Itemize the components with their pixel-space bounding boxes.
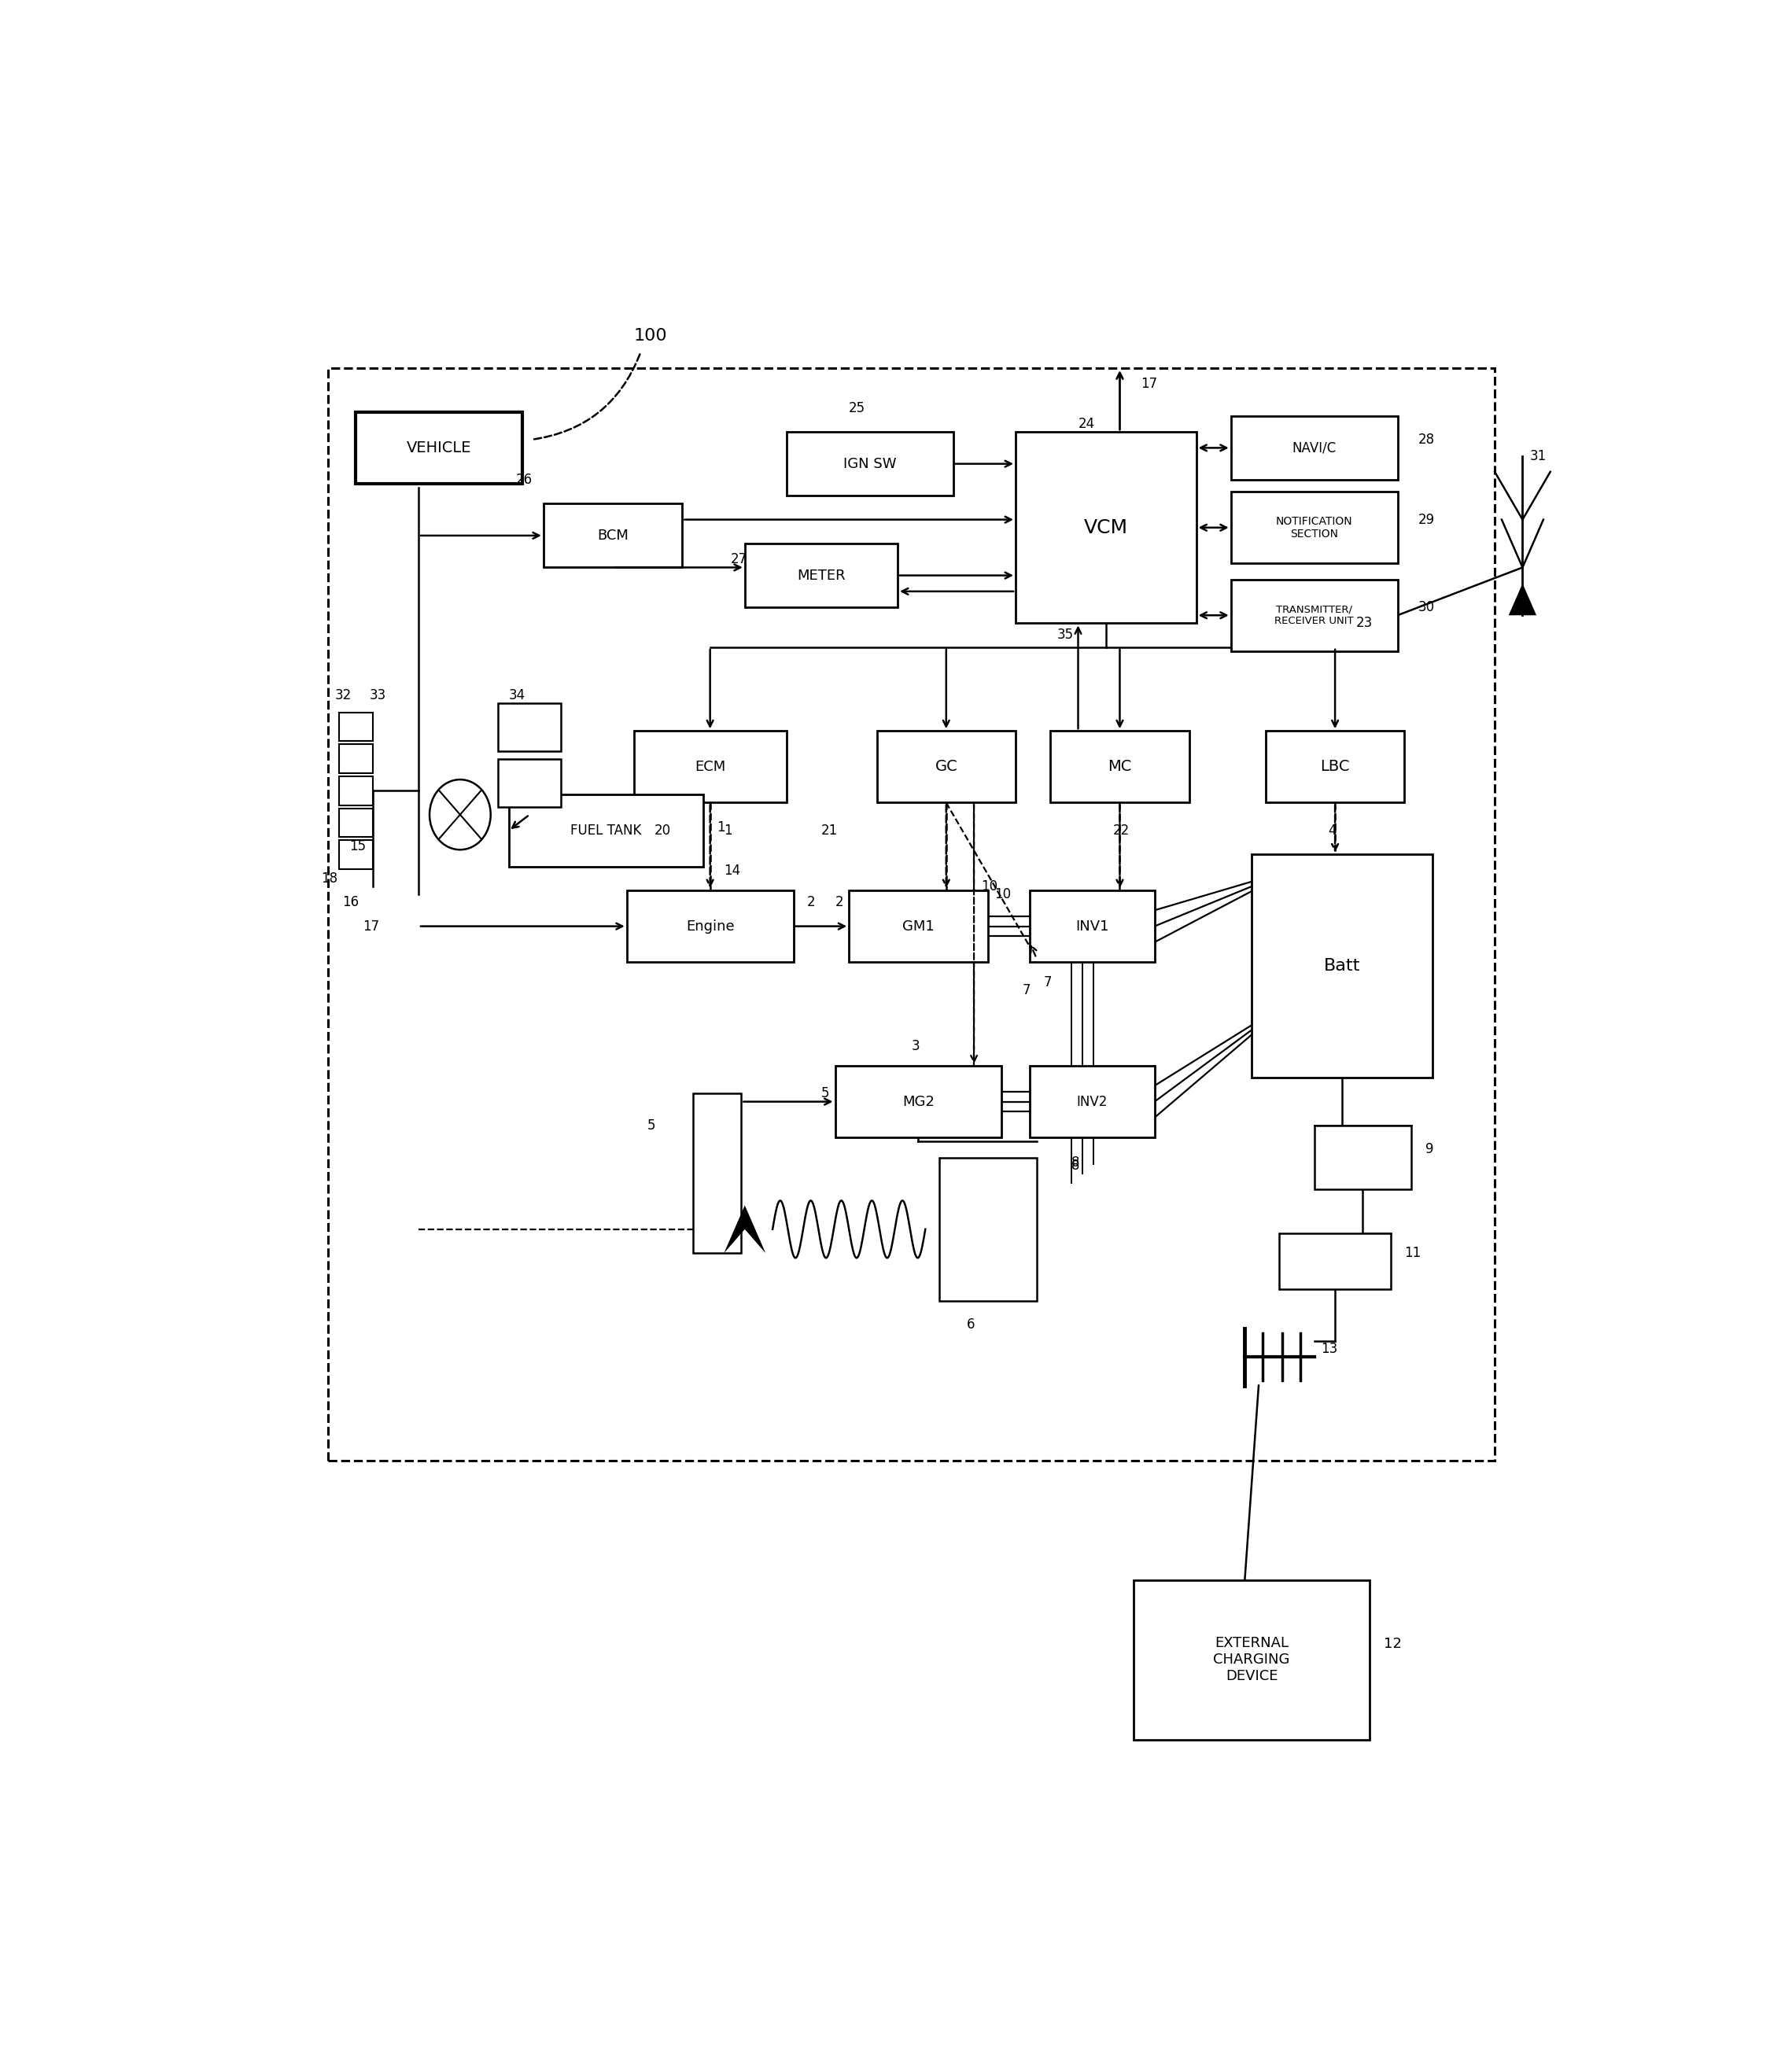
Text: MC: MC bbox=[1107, 760, 1133, 775]
Text: 17: 17 bbox=[362, 920, 380, 934]
Text: NOTIFICATION
SECTION: NOTIFICATION SECTION bbox=[1276, 516, 1353, 538]
Text: EXTERNAL
CHARGING
DEVICE: EXTERNAL CHARGING DEVICE bbox=[1213, 1636, 1290, 1684]
FancyBboxPatch shape bbox=[1231, 416, 1398, 480]
FancyBboxPatch shape bbox=[1050, 731, 1190, 804]
FancyBboxPatch shape bbox=[849, 891, 987, 963]
Text: 24: 24 bbox=[1079, 416, 1095, 431]
Text: GM1: GM1 bbox=[903, 920, 934, 934]
Text: NAVI/C: NAVI/C bbox=[1292, 441, 1337, 456]
Text: 17: 17 bbox=[1142, 377, 1158, 391]
FancyBboxPatch shape bbox=[694, 1093, 742, 1253]
Text: LBC: LBC bbox=[1321, 760, 1349, 775]
FancyBboxPatch shape bbox=[876, 731, 1016, 804]
Text: 5: 5 bbox=[647, 1118, 656, 1133]
Text: 14: 14 bbox=[724, 864, 740, 878]
FancyBboxPatch shape bbox=[1253, 855, 1432, 1077]
Text: VEHICLE: VEHICLE bbox=[407, 441, 471, 456]
Text: 9: 9 bbox=[1425, 1143, 1434, 1156]
Text: 3: 3 bbox=[912, 1040, 919, 1052]
FancyBboxPatch shape bbox=[1134, 1580, 1369, 1740]
FancyBboxPatch shape bbox=[1016, 433, 1197, 623]
Text: Batt: Batt bbox=[1324, 959, 1360, 973]
FancyBboxPatch shape bbox=[1279, 1232, 1391, 1288]
FancyBboxPatch shape bbox=[509, 795, 702, 866]
FancyBboxPatch shape bbox=[339, 777, 373, 806]
FancyBboxPatch shape bbox=[745, 543, 898, 607]
Text: 12: 12 bbox=[1383, 1636, 1401, 1651]
Text: MG2: MG2 bbox=[903, 1096, 934, 1108]
FancyBboxPatch shape bbox=[498, 758, 561, 806]
FancyBboxPatch shape bbox=[1231, 580, 1398, 650]
Text: 27: 27 bbox=[731, 553, 747, 567]
Text: 100: 100 bbox=[634, 329, 667, 344]
Text: 28: 28 bbox=[1419, 433, 1435, 447]
Text: 2: 2 bbox=[806, 895, 815, 909]
Text: 20: 20 bbox=[654, 824, 672, 837]
FancyBboxPatch shape bbox=[498, 702, 561, 752]
Text: BCM: BCM bbox=[597, 528, 629, 543]
Text: 16: 16 bbox=[342, 895, 358, 909]
Text: 11: 11 bbox=[1405, 1247, 1421, 1261]
Text: INV1: INV1 bbox=[1075, 920, 1109, 934]
Text: 8: 8 bbox=[1072, 1158, 1079, 1172]
Text: FUEL TANK: FUEL TANK bbox=[570, 824, 642, 837]
FancyBboxPatch shape bbox=[339, 808, 373, 837]
Text: 32: 32 bbox=[335, 688, 351, 702]
Polygon shape bbox=[1509, 584, 1536, 615]
Text: Engine: Engine bbox=[686, 920, 735, 934]
Text: 5: 5 bbox=[821, 1087, 830, 1102]
FancyBboxPatch shape bbox=[1265, 731, 1405, 804]
Text: 35: 35 bbox=[1057, 628, 1073, 642]
Text: 22: 22 bbox=[1113, 824, 1129, 837]
FancyBboxPatch shape bbox=[339, 841, 373, 870]
Text: 6: 6 bbox=[968, 1317, 975, 1332]
Text: 13: 13 bbox=[1321, 1342, 1339, 1357]
Text: 7: 7 bbox=[1023, 984, 1030, 996]
Text: 25: 25 bbox=[849, 402, 866, 414]
FancyBboxPatch shape bbox=[835, 1067, 1002, 1137]
Text: 26: 26 bbox=[516, 472, 532, 487]
FancyBboxPatch shape bbox=[339, 743, 373, 772]
FancyBboxPatch shape bbox=[339, 712, 373, 741]
Text: TRANSMITTER/
RECEIVER UNIT: TRANSMITTER/ RECEIVER UNIT bbox=[1274, 605, 1353, 625]
Text: METER: METER bbox=[797, 567, 846, 582]
FancyBboxPatch shape bbox=[1231, 491, 1398, 563]
Text: 8: 8 bbox=[1072, 1156, 1079, 1170]
FancyBboxPatch shape bbox=[939, 1158, 1036, 1301]
FancyBboxPatch shape bbox=[1314, 1127, 1412, 1189]
FancyBboxPatch shape bbox=[1030, 891, 1154, 963]
FancyBboxPatch shape bbox=[787, 433, 953, 495]
Text: 7: 7 bbox=[1043, 975, 1052, 990]
Text: 15: 15 bbox=[349, 839, 366, 853]
Text: ECM: ECM bbox=[695, 760, 726, 775]
Text: VCM: VCM bbox=[1084, 518, 1127, 536]
Text: 34: 34 bbox=[509, 688, 525, 702]
Text: 30: 30 bbox=[1419, 601, 1435, 615]
FancyBboxPatch shape bbox=[627, 891, 794, 963]
Text: 4: 4 bbox=[1328, 824, 1337, 837]
Text: 23: 23 bbox=[1357, 617, 1373, 630]
Text: 29: 29 bbox=[1419, 512, 1435, 526]
Text: 10: 10 bbox=[980, 880, 998, 893]
FancyBboxPatch shape bbox=[634, 731, 787, 804]
FancyBboxPatch shape bbox=[357, 412, 523, 485]
Text: INV2: INV2 bbox=[1077, 1096, 1107, 1108]
Text: 10: 10 bbox=[995, 886, 1011, 901]
Text: 1: 1 bbox=[724, 824, 733, 837]
Text: 18: 18 bbox=[321, 872, 339, 886]
Text: IGN SW: IGN SW bbox=[844, 458, 896, 470]
Text: 21: 21 bbox=[821, 824, 839, 837]
Text: GC: GC bbox=[935, 760, 957, 775]
Text: 1: 1 bbox=[717, 820, 726, 835]
Text: 2: 2 bbox=[835, 895, 844, 909]
FancyBboxPatch shape bbox=[1030, 1067, 1154, 1137]
Polygon shape bbox=[724, 1205, 765, 1253]
Text: 31: 31 bbox=[1530, 449, 1546, 464]
Text: 33: 33 bbox=[369, 688, 387, 702]
FancyBboxPatch shape bbox=[543, 503, 683, 567]
